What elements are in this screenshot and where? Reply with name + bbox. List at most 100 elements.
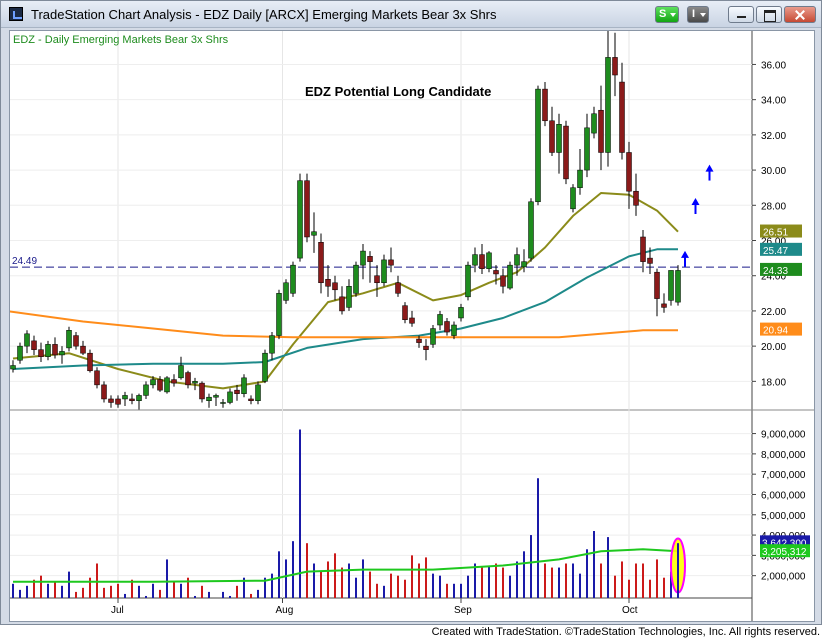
candle-body <box>143 384 149 396</box>
volume-label-box <box>760 544 810 558</box>
candle-body <box>262 352 268 382</box>
candle-body <box>241 377 247 394</box>
indicator-i-dropdown-button[interactable]: I <box>687 6 709 23</box>
y-tick-label: 34.00 <box>761 96 786 107</box>
candle-body <box>472 254 478 266</box>
y-tick-label: 32.00 <box>761 131 786 142</box>
candle-body <box>514 254 520 266</box>
candle-body <box>640 236 646 262</box>
candle-body <box>122 395 128 400</box>
reference-price-label: 24.49 <box>12 256 37 267</box>
candle-body <box>199 382 205 400</box>
candle-body <box>647 257 653 264</box>
candle-body <box>108 398 114 403</box>
price-label-box <box>760 262 802 276</box>
candle-body <box>325 278 331 287</box>
price-label-text: 26.51 <box>763 228 788 239</box>
candle-body <box>437 314 443 326</box>
candle-body <box>619 81 625 153</box>
candle-body <box>360 250 366 266</box>
minimize-button[interactable] <box>728 6 754 23</box>
app-window: TradeStation Chart Analysis - EDZ Daily … <box>0 0 822 625</box>
volume-pane: 2,000,0003,000,0004,000,0005,000,0006,00… <box>10 429 810 598</box>
candle-body <box>269 335 275 354</box>
price-volume-chart[interactable]: Jul Aug Sep Oct 18.00 20.00 22.00 24.00 26.00 28.… <box>10 31 814 621</box>
candle-body <box>73 335 79 347</box>
volume-y-tick-label: 8,000,000 <box>761 450 806 461</box>
price-label-text: 25.47 <box>763 246 788 257</box>
candle-body <box>157 379 163 391</box>
candle-body <box>290 264 296 294</box>
candle-body <box>227 391 233 403</box>
candle-body <box>38 349 44 357</box>
candle-body <box>206 396 212 401</box>
candle-body <box>178 365 184 379</box>
candle-body <box>486 252 492 269</box>
candle-body <box>577 169 583 188</box>
candle-body <box>430 328 436 345</box>
candle-body <box>311 231 317 236</box>
candle-body <box>402 305 408 320</box>
volume-y-tick-label: 6,000,000 <box>761 490 806 501</box>
price-label-box <box>760 242 802 256</box>
candle-body <box>297 180 303 259</box>
candle-body <box>339 296 345 312</box>
s-button-label: S <box>659 8 667 20</box>
strategy-s-dropdown-button[interactable]: S <box>655 6 679 23</box>
candle-body <box>479 254 485 269</box>
chart-area[interactable]: Jul Aug Sep Oct 18.00 20.00 22.00 24.00 26.00 28.… <box>9 30 815 622</box>
title-bar[interactable]: TradeStation Chart Analysis - EDZ Daily … <box>1 1 821 28</box>
candle-body <box>654 271 660 299</box>
candle-body <box>591 113 597 134</box>
candle-body <box>528 201 534 259</box>
candle-body <box>255 384 261 401</box>
candle-body <box>318 242 324 284</box>
candle-body <box>276 293 282 336</box>
candle-body <box>367 256 373 262</box>
chart-symbol-header: EDZ - Daily Emerging Markets Bear 3x Shr… <box>13 34 229 46</box>
candle-body <box>507 264 513 289</box>
candle-body <box>458 307 464 319</box>
candle-body <box>605 57 611 153</box>
candle-body <box>283 282 289 301</box>
candle-body <box>549 120 555 153</box>
candle-body <box>353 264 359 294</box>
candle-body <box>171 379 177 384</box>
copyright-notice: Created with TradeStation. ©TradeStation… <box>431 626 820 638</box>
candle-body <box>465 264 471 298</box>
candle-body <box>584 127 590 171</box>
candle-body <box>52 344 58 356</box>
price-pane: Jul Aug Sep Oct 18.00 20.00 22.00 24.00 26.00 28.… <box>10 31 814 621</box>
candle-body <box>80 345 86 354</box>
up-arrow-head <box>681 250 689 258</box>
candle-body <box>451 324 457 336</box>
chart-annotation-title: EDZ Potential Long Candidate <box>305 84 491 99</box>
y-tick-label: 18.00 <box>761 377 786 388</box>
candle-body <box>304 180 310 238</box>
candle-body <box>192 381 198 384</box>
close-button[interactable] <box>784 6 816 23</box>
candle-body <box>556 124 562 153</box>
candle-body <box>444 321 450 333</box>
x-tick-label: Oct <box>622 605 638 616</box>
candle-body <box>115 398 121 405</box>
candle-body <box>234 389 240 394</box>
price-label-box <box>760 322 802 336</box>
candle-body <box>332 282 338 291</box>
candle-body <box>374 275 380 284</box>
candle-body <box>45 344 51 357</box>
candle-body <box>633 190 639 206</box>
candle-body <box>500 275 506 287</box>
candle-body <box>101 384 107 400</box>
maximize-button[interactable] <box>756 6 782 23</box>
window-title: TradeStation Chart Analysis - EDZ Daily … <box>31 7 497 22</box>
candle-body <box>535 88 541 203</box>
up-arrow-head <box>691 198 700 206</box>
candle-body <box>129 398 135 401</box>
volume-y-tick-label: 9,000,000 <box>761 430 806 441</box>
candle-body <box>395 282 401 294</box>
x-tick-label: Jul <box>111 605 124 616</box>
candle-body <box>675 270 681 303</box>
candle-body <box>248 398 254 401</box>
candle-body <box>185 372 191 386</box>
